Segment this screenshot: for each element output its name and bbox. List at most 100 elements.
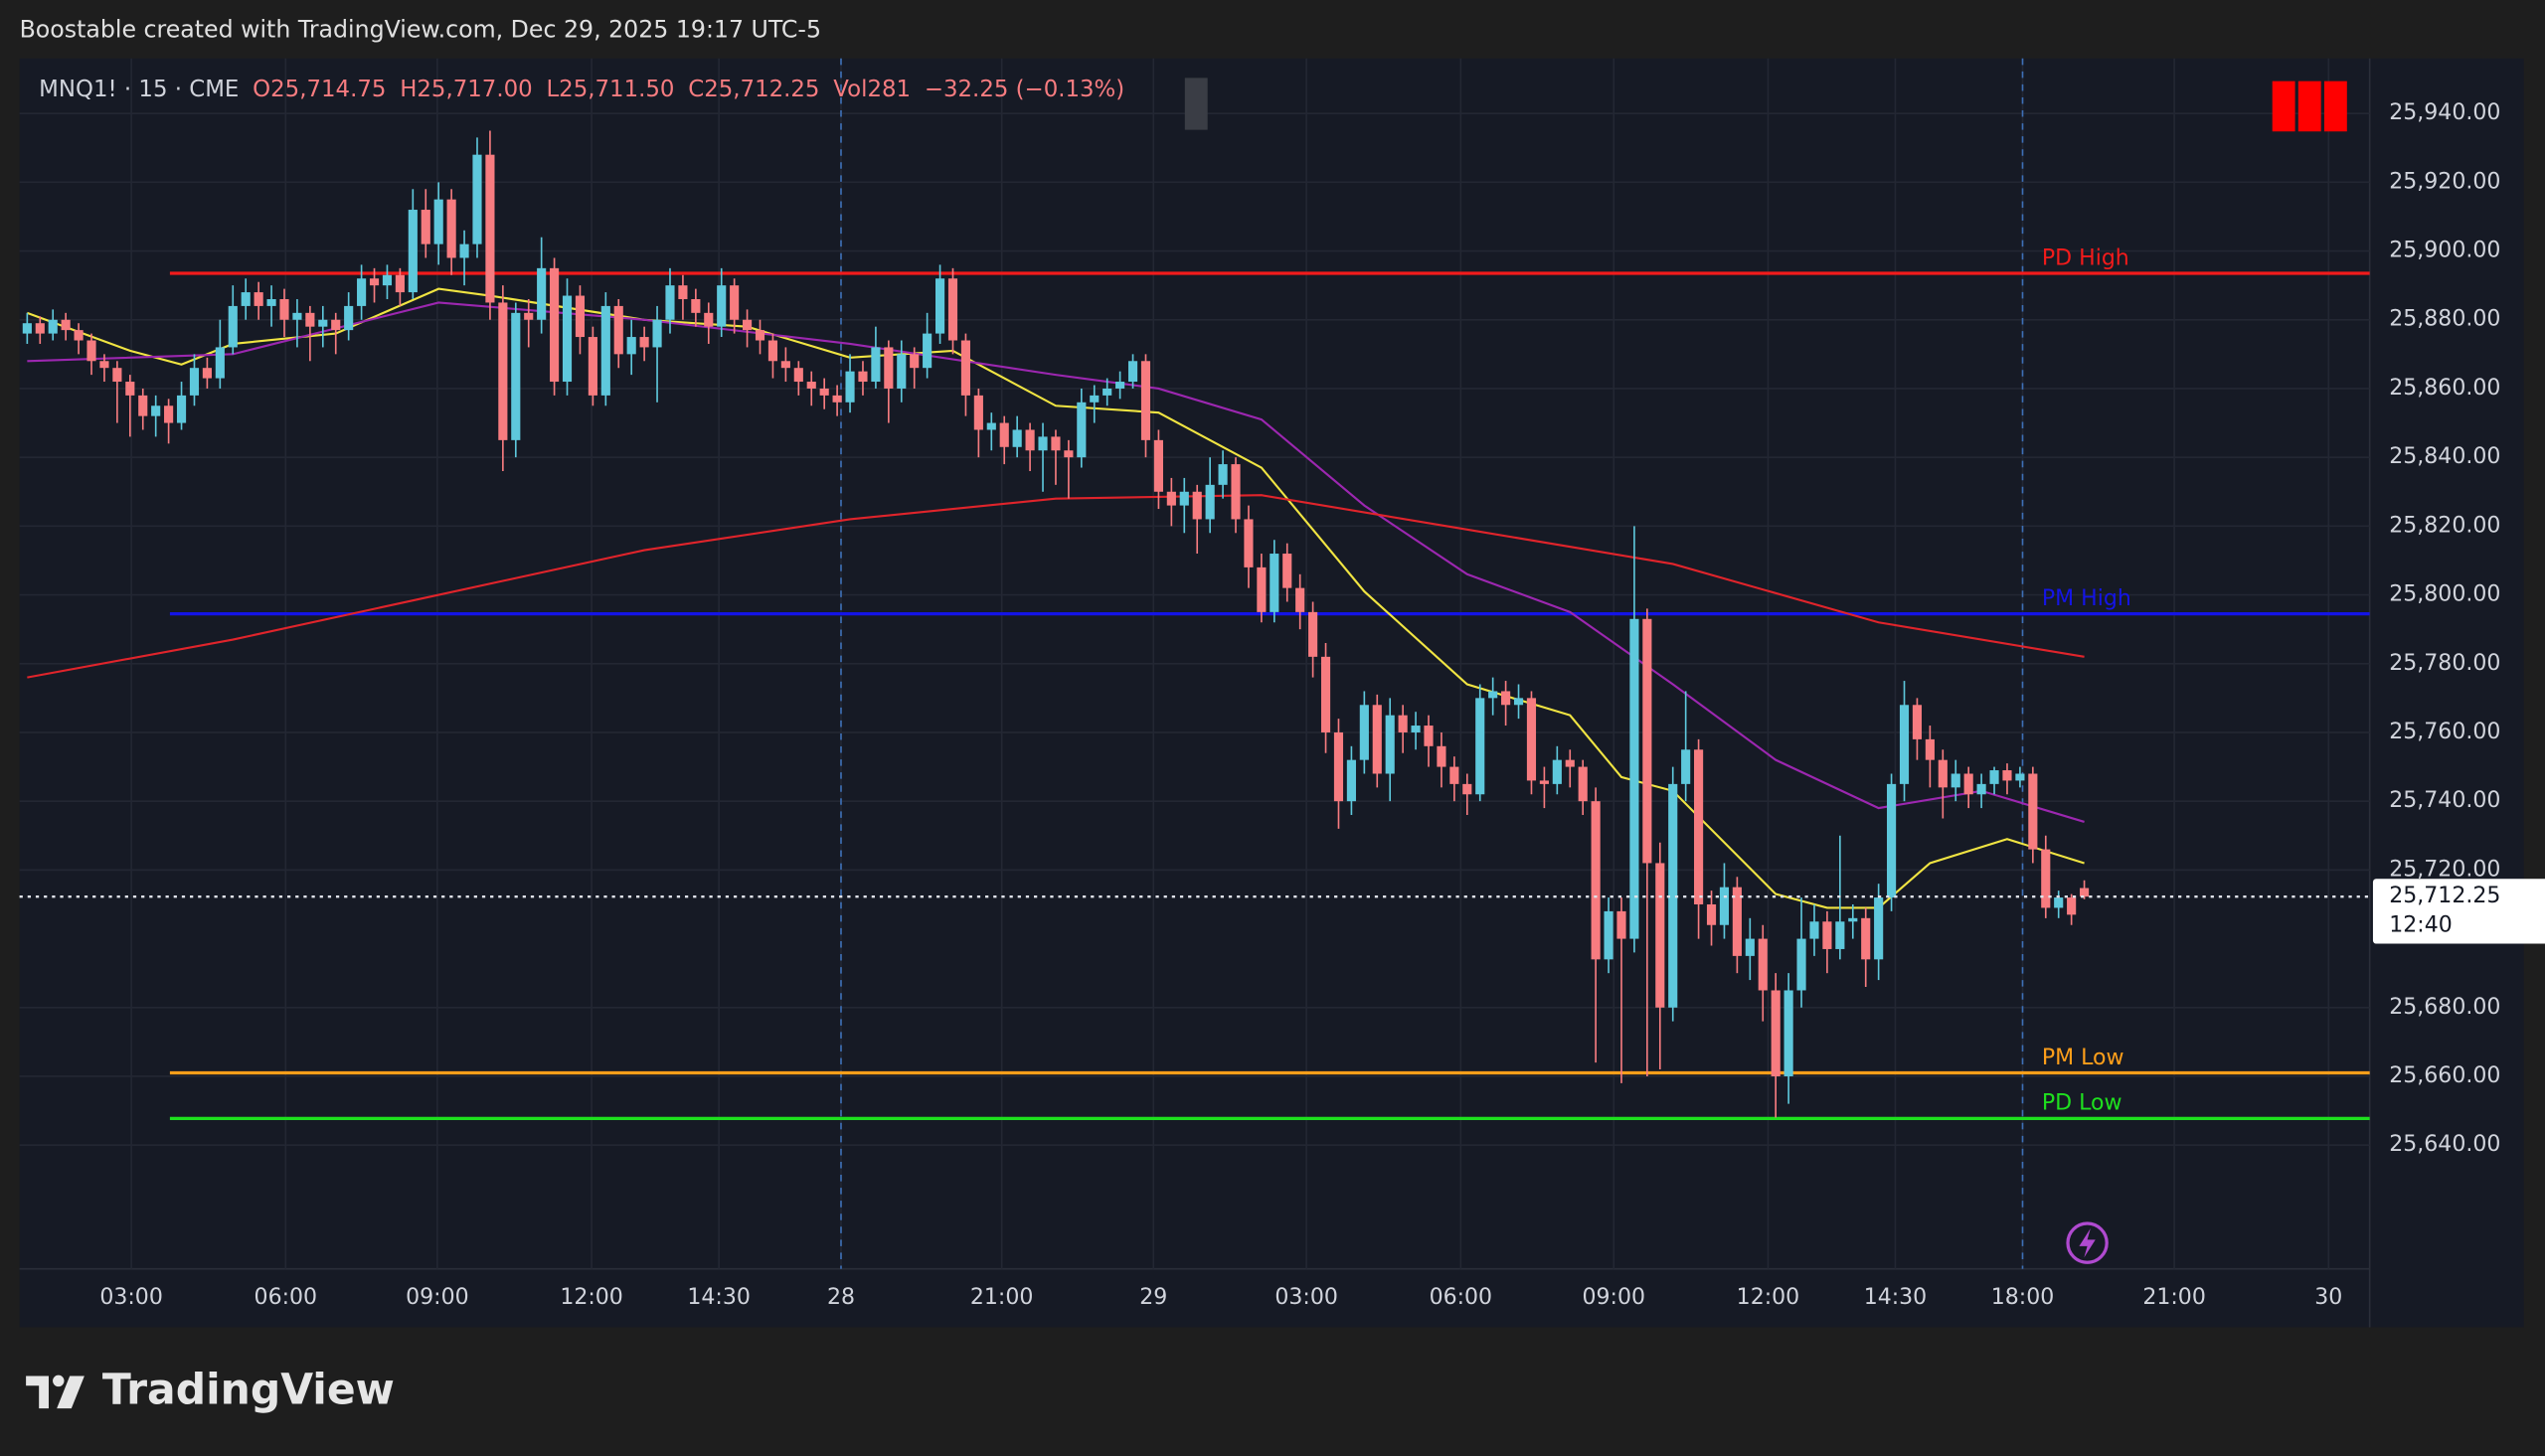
legend-close: C25,712.25 xyxy=(688,76,819,101)
x-tick-label: 03:00 xyxy=(1274,1285,1338,1310)
candle-body xyxy=(1166,491,1176,506)
candle-body xyxy=(652,319,662,348)
y-tick-label: 25,800.00 xyxy=(2389,582,2500,607)
x-tick-label: 18:00 xyxy=(1991,1285,2055,1310)
x-tick-label: 21:00 xyxy=(970,1285,1034,1310)
candle-body xyxy=(1244,519,1254,567)
grid xyxy=(19,58,2370,1269)
candle-body xyxy=(871,347,881,383)
alert-button[interactable] xyxy=(2066,1221,2109,1264)
candle-body xyxy=(22,323,32,334)
candle-body xyxy=(1411,726,1421,732)
candle-body xyxy=(1938,759,1948,788)
level-label: PM High xyxy=(2042,586,2131,611)
y-tick-label: 25,900.00 xyxy=(2389,239,2500,263)
x-tick-label: 21:00 xyxy=(2142,1285,2206,1310)
candle-body xyxy=(1655,863,1665,1008)
status-box xyxy=(2323,81,2347,132)
candle-body xyxy=(1282,554,1292,588)
candle-body xyxy=(202,368,212,379)
candle-body xyxy=(1488,691,1498,699)
candle-body xyxy=(730,285,740,320)
candle-body xyxy=(279,298,289,320)
legend-symbol: MNQ1! · 15 · CME xyxy=(39,76,239,101)
candle-body xyxy=(395,274,405,293)
candle-body xyxy=(1668,783,1678,1008)
last-price-label: 25,712.25 xyxy=(2389,884,2500,908)
countdown-label: 12:40 xyxy=(2389,913,2453,938)
candle-body xyxy=(1359,705,1369,760)
x-tick-label: 28 xyxy=(827,1285,855,1310)
candle-body xyxy=(99,361,109,369)
x-tick-label: 03:00 xyxy=(99,1285,162,1310)
candle-body xyxy=(2079,888,2090,897)
candle-body xyxy=(1822,921,1832,949)
candle-body xyxy=(1270,554,1279,612)
indicator-placeholder xyxy=(1184,78,1208,130)
candle-body xyxy=(1346,759,1356,802)
status-boxes xyxy=(2272,81,2347,132)
candle-body xyxy=(780,361,790,369)
y-tick-label: 25,780.00 xyxy=(2389,651,2500,676)
candle-body xyxy=(923,333,933,369)
candle-body xyxy=(1449,766,1459,784)
candle-body xyxy=(1578,766,1588,802)
candle-body xyxy=(678,285,688,299)
candle-body xyxy=(1758,938,1768,991)
y-tick-label: 25,860.00 xyxy=(2389,376,2500,401)
candle-body xyxy=(1025,429,1035,451)
x-tick-label: 14:30 xyxy=(1864,1285,1928,1310)
candle-body xyxy=(1501,691,1511,706)
candle-body xyxy=(1205,484,1215,520)
candle-body xyxy=(1989,770,1999,784)
candle-body xyxy=(331,319,341,331)
x-tick-label: 14:30 xyxy=(687,1285,751,1310)
candle-body xyxy=(1090,395,1100,403)
candle-body xyxy=(1462,783,1472,795)
candle-body xyxy=(1320,656,1331,732)
candle-body xyxy=(1796,938,1806,991)
legend: MNQ1! · 15 · CME O25,714.75 H25,717.00 L… xyxy=(39,76,1124,101)
candle-body xyxy=(1475,698,1485,795)
candle-body xyxy=(910,354,920,369)
candle-body xyxy=(1424,726,1434,746)
candle-body xyxy=(1231,464,1241,520)
y-tick-label: 25,920.00 xyxy=(2389,169,2500,194)
candle-body xyxy=(1064,450,1074,458)
candle-body xyxy=(1012,429,1022,447)
brand-name: TradingView xyxy=(102,1366,395,1414)
candle-body xyxy=(2054,897,2064,908)
y-tick-label: 25,940.00 xyxy=(2389,100,2500,125)
candle-body xyxy=(704,312,714,327)
candle-body xyxy=(1925,738,1935,760)
candle-body xyxy=(1616,910,1626,939)
y-tick-label: 25,840.00 xyxy=(2389,444,2500,469)
legend-high: H25,717.00 xyxy=(400,76,532,101)
plot: PD High PM High PM Low PD Low xyxy=(19,58,2370,1269)
candle-body xyxy=(138,395,148,416)
header-text: Boostable created with TradingView.com, … xyxy=(20,16,821,44)
candle-body xyxy=(485,154,495,303)
candle-body xyxy=(2067,897,2077,915)
candle-body xyxy=(1153,439,1163,492)
candle-body xyxy=(1629,618,1639,939)
candle-body xyxy=(588,337,597,396)
status-box xyxy=(2272,81,2295,132)
candle-body xyxy=(1848,917,1858,922)
candle-body xyxy=(986,422,996,430)
candle-body xyxy=(1539,780,1549,784)
candle-body xyxy=(1809,921,1819,939)
candle-body xyxy=(755,330,765,341)
candle-body xyxy=(1681,749,1691,784)
candle-body xyxy=(639,337,649,348)
y-tick-label: 25,760.00 xyxy=(2389,720,2500,744)
candle-body xyxy=(819,388,829,396)
candle-body xyxy=(125,382,135,396)
candle-body xyxy=(2028,773,2038,850)
candle-body xyxy=(112,368,122,383)
candle-body xyxy=(1912,705,1923,739)
candle-body xyxy=(2002,770,2012,781)
alert-circle[interactable] xyxy=(2066,1221,2109,1264)
logo-part xyxy=(57,1375,85,1409)
alert-bolt[interactable] xyxy=(2079,1227,2096,1258)
